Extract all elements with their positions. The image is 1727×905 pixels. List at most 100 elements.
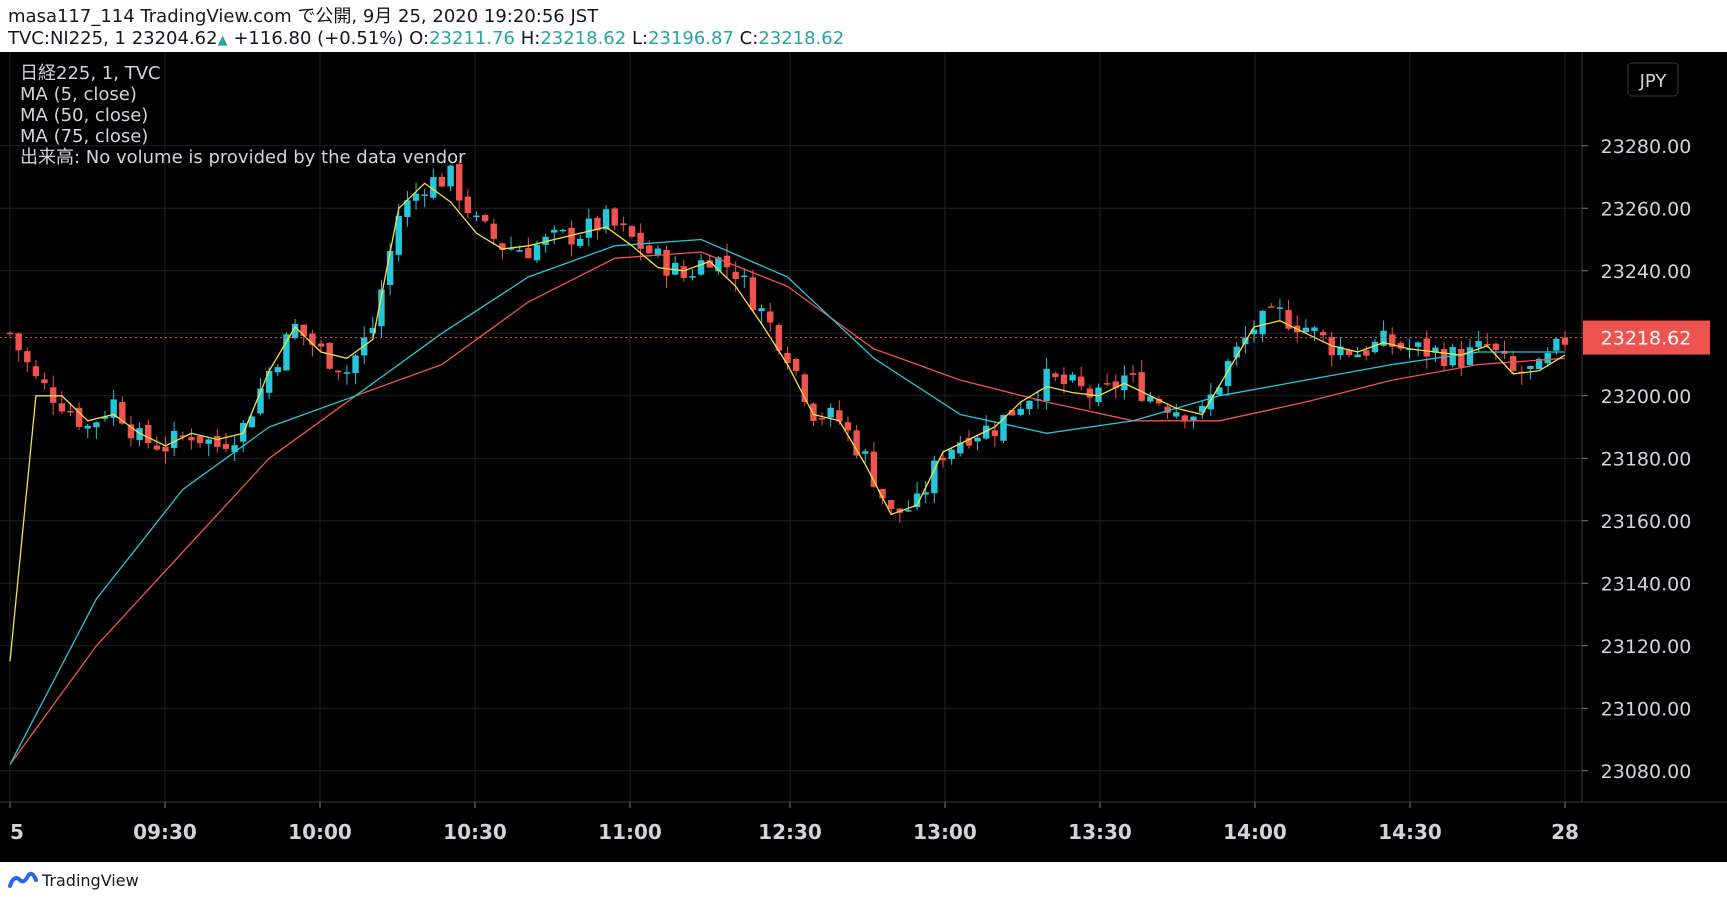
candle-body <box>827 407 834 418</box>
candle-body <box>1103 383 1111 385</box>
candle-body <box>1052 373 1059 378</box>
candle-body <box>525 248 532 259</box>
candle-body <box>1302 327 1310 333</box>
candle-body <box>948 449 955 460</box>
ma5-line <box>9 182 1566 662</box>
candle-body <box>170 430 178 449</box>
candle-body <box>214 435 221 447</box>
candle-body <box>1164 406 1171 413</box>
candle-body <box>41 379 48 384</box>
candle-body <box>507 247 515 250</box>
candle-body <box>749 277 757 310</box>
candle-body <box>205 439 212 444</box>
candle-body <box>922 492 929 495</box>
candle-body <box>222 444 230 449</box>
candle-body <box>637 232 644 249</box>
candle-body <box>438 176 446 187</box>
candle-body <box>1069 374 1076 381</box>
x-tick-label: 5 <box>10 820 24 844</box>
candle-body <box>188 437 195 441</box>
candle-body <box>1155 398 1163 404</box>
y-tick-label: 23260.00 <box>1601 198 1692 220</box>
candle-body <box>1553 338 1560 351</box>
candle-body <box>1173 412 1180 417</box>
candle-body <box>196 436 204 444</box>
time-axis[interactable]: 5 09:30 10:00 10:30 11:00 12:30 13:00 13:30 14:0… <box>9 802 1579 844</box>
candle-body <box>274 367 282 373</box>
y-tick-label: 23240.00 <box>1601 261 1692 283</box>
candle-body <box>620 223 627 226</box>
grid <box>0 52 1582 802</box>
candle-body <box>533 244 541 261</box>
candle-body <box>119 402 126 424</box>
candle-body <box>15 333 22 351</box>
candle-body <box>481 214 489 222</box>
candle-body <box>896 508 904 513</box>
candle-body <box>628 226 636 237</box>
candle-body <box>870 451 878 487</box>
candle-body <box>602 209 610 230</box>
publish-info: masa117_114 TradingView.com で公開, 9月 25, … <box>8 6 599 27</box>
candle-body <box>559 229 567 232</box>
candle-body <box>1138 372 1145 401</box>
candle-body <box>326 343 333 369</box>
candle-body <box>671 262 679 275</box>
candle-body <box>1043 368 1050 402</box>
candle-body <box>283 334 290 371</box>
candle-body <box>84 425 91 429</box>
candle-body <box>611 208 618 226</box>
candle-body <box>179 435 186 437</box>
candle-body <box>75 407 83 427</box>
candle-body <box>1535 358 1543 369</box>
currency-button[interactable]: JPY <box>1627 62 1679 97</box>
open-label: O: <box>409 28 430 49</box>
high-label: H: <box>520 28 541 49</box>
price-tag-box <box>1583 320 1710 355</box>
legend-ma50: MA (50, close) <box>20 105 148 126</box>
candle-body <box>516 250 523 252</box>
candle-body <box>758 308 765 312</box>
candle-body <box>1458 349 1465 368</box>
price-chart[interactable]: 23280.0023260.0023240.0023220.0023200.00… <box>0 52 1727 862</box>
x-tick-label: 09:30 <box>133 820 197 844</box>
close-value: 23218.62 <box>758 28 845 49</box>
candle-body <box>1475 341 1482 348</box>
price-axis[interactable]: 23280.0023260.0023240.0023220.0023200.00… <box>1582 136 1691 783</box>
currency-label: JPY <box>1639 71 1668 92</box>
close-label: C: <box>739 28 759 49</box>
candle-body <box>542 236 549 245</box>
ma75-line <box>9 251 1566 765</box>
candle-body <box>1224 361 1232 387</box>
candle-body <box>317 343 325 347</box>
candle-body <box>767 311 774 323</box>
low-label: L: <box>631 28 649 49</box>
candle-body <box>1112 381 1119 389</box>
candle-body <box>473 215 480 218</box>
candle-body <box>1268 306 1275 308</box>
chart-background <box>0 52 1727 862</box>
candle-body <box>887 499 895 509</box>
candle-body <box>792 358 800 372</box>
x-tick-label: 13:00 <box>913 820 977 844</box>
candle-body <box>110 399 117 418</box>
legend-ma75: MA (75, close) <box>20 126 148 147</box>
candle-body <box>6 332 14 335</box>
candle-body <box>421 194 428 196</box>
price-tag-label: 23218.62 <box>1601 328 1692 350</box>
candle-body <box>862 451 869 454</box>
y-tick-label: 23200.00 <box>1601 386 1692 408</box>
tradingview-logo-icon <box>8 871 38 888</box>
candle-body <box>1492 343 1500 351</box>
candle-body <box>1026 400 1033 410</box>
y-tick-label: 23180.00 <box>1601 448 1692 470</box>
candle-body <box>801 374 808 403</box>
ma50-line <box>9 238 1565 765</box>
y-tick-label: 23280.00 <box>1601 136 1692 158</box>
candle-body <box>1414 342 1422 347</box>
candle-body <box>335 370 342 373</box>
candle-body <box>49 387 57 403</box>
x-tick-label: 10:30 <box>443 820 507 844</box>
candle-body <box>93 422 100 428</box>
candle-body <box>1181 415 1189 422</box>
candle-body <box>836 410 843 422</box>
